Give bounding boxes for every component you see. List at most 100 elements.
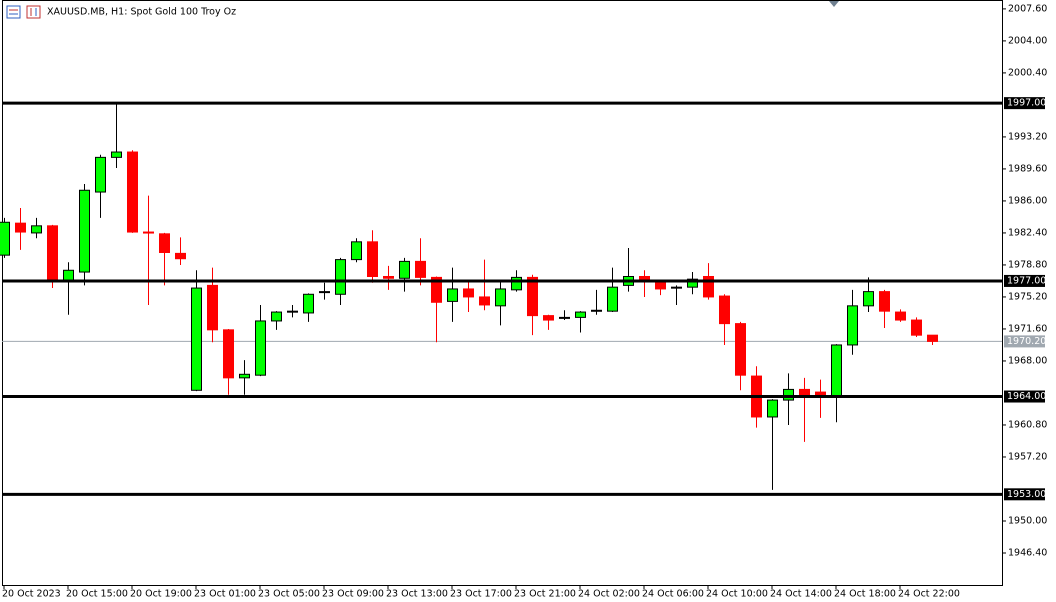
y-tick-label: 1946.40 bbox=[1008, 547, 1047, 558]
x-tick-label: 24 Oct 02:00 bbox=[578, 589, 640, 600]
candle-body-down bbox=[527, 276, 538, 317]
y-tick-label: 2004.00 bbox=[1008, 35, 1047, 46]
x-tick-label: 24 Oct 06:00 bbox=[642, 589, 704, 600]
candle-body-up bbox=[319, 291, 330, 294]
candle-body-up bbox=[783, 388, 794, 401]
x-tick-label: 23 Oct 05:00 bbox=[258, 589, 320, 600]
candle-body-up bbox=[303, 293, 314, 314]
candle-body-down bbox=[127, 151, 138, 233]
icon bbox=[26, 5, 41, 19]
x-tick-label: 23 Oct 21:00 bbox=[514, 589, 576, 600]
level-box bbox=[1004, 390, 1045, 403]
y-tick-label: 2007.60 bbox=[1008, 3, 1047, 14]
y-tick-label: 1993.20 bbox=[1008, 131, 1047, 142]
level-box bbox=[1004, 488, 1045, 501]
candle-body-up bbox=[63, 269, 74, 281]
candle-body-up bbox=[287, 310, 298, 313]
candle-body-up bbox=[79, 189, 90, 273]
level-box bbox=[1004, 97, 1045, 110]
candle-body-up bbox=[239, 373, 250, 379]
candle-body-down bbox=[463, 288, 474, 298]
candle-body-up bbox=[399, 260, 410, 279]
toolbar-icons bbox=[6, 5, 41, 19]
x-tick-label: 23 Oct 17:00 bbox=[450, 589, 512, 600]
y-tick-label: 1960.80 bbox=[1008, 419, 1047, 430]
x-tick-label: 20 Oct 2023 bbox=[2, 589, 61, 600]
x-tick-label: 24 Oct 10:00 bbox=[706, 589, 768, 600]
candle-body-up bbox=[447, 288, 458, 302]
level-label: 1964.00 bbox=[1007, 391, 1046, 402]
candle-body-up bbox=[335, 259, 346, 295]
candle-body-up bbox=[591, 309, 602, 312]
y-tick-label: 1957.20 bbox=[1008, 451, 1047, 462]
y-tick-label: 1982.40 bbox=[1008, 227, 1047, 238]
candle-body-down bbox=[879, 291, 890, 312]
candle-body-up bbox=[255, 320, 266, 376]
candle-body-up bbox=[495, 288, 506, 307]
x-tick-label: 23 Oct 01:00 bbox=[194, 589, 256, 600]
candle-body-up bbox=[575, 311, 586, 318]
x-tick-label: 23 Oct 09:00 bbox=[322, 589, 384, 600]
current-price-label: 1970.20 bbox=[1007, 336, 1046, 347]
candle-body-up bbox=[31, 225, 42, 234]
candle-body-down bbox=[47, 225, 58, 283]
candle-body-up bbox=[511, 276, 522, 291]
shift-marker bbox=[829, 1, 839, 7]
y-tick-label: 2000.40 bbox=[1008, 67, 1047, 78]
icon bbox=[6, 5, 21, 19]
level-label: 1953.00 bbox=[1007, 489, 1046, 500]
candle-body-up bbox=[191, 287, 202, 391]
candle-body-down bbox=[415, 260, 426, 278]
y-tick-label: 1968.00 bbox=[1008, 355, 1047, 366]
y-tick-label: 1986.00 bbox=[1008, 195, 1047, 206]
candle-body-down bbox=[207, 284, 218, 331]
candle-body-up bbox=[863, 291, 874, 307]
candle-body-down bbox=[15, 222, 26, 233]
x-tick-label: 24 Oct 22:00 bbox=[898, 589, 960, 600]
level-label: 1977.00 bbox=[1007, 275, 1046, 286]
candle-body-down bbox=[175, 252, 186, 260]
candle-body-up bbox=[687, 278, 698, 288]
y-tick-label: 1978.80 bbox=[1008, 259, 1047, 270]
candle-body-down bbox=[911, 319, 922, 336]
candle-body-up bbox=[95, 156, 106, 193]
candle-body-down bbox=[223, 329, 234, 379]
candle-body-down bbox=[735, 323, 746, 376]
candle-body-down bbox=[383, 275, 394, 279]
candle-body-down bbox=[479, 296, 490, 306]
x-tick-label: 20 Oct 19:00 bbox=[130, 589, 192, 600]
y-tick-label: 1971.60 bbox=[1008, 323, 1047, 334]
current-price-box bbox=[1004, 335, 1045, 348]
x-tick-label: 20 Oct 15:00 bbox=[66, 589, 128, 600]
candle-body-down bbox=[703, 275, 714, 298]
candle-body-up bbox=[111, 151, 122, 158]
y-tick-label: 1950.00 bbox=[1008, 515, 1047, 526]
candle-body-down bbox=[895, 311, 906, 321]
candle-body-up bbox=[0, 221, 10, 256]
chart-title: XAUUSD.MB, H1: Spot Gold 100 Troy Oz bbox=[47, 7, 236, 18]
candle-body-down bbox=[543, 315, 554, 321]
candle-body-up bbox=[351, 241, 362, 261]
candle-body-down bbox=[367, 241, 378, 277]
candle-body-down bbox=[655, 281, 666, 290]
candle-body-up bbox=[559, 316, 570, 319]
candle-body-down bbox=[143, 231, 154, 234]
candle-body-up bbox=[847, 305, 858, 346]
level-box bbox=[1004, 274, 1045, 287]
candle-body-up bbox=[831, 344, 842, 398]
x-tick-label: 23 Oct 13:00 bbox=[386, 589, 448, 600]
x-tick-label: 24 Oct 18:00 bbox=[834, 589, 896, 600]
candle-body-up bbox=[607, 286, 618, 312]
candle-body-down bbox=[431, 276, 442, 303]
candle-body-down bbox=[159, 233, 170, 253]
x-tick-label: 24 Oct 14:00 bbox=[770, 589, 832, 600]
y-tick-label: 1975.20 bbox=[1008, 291, 1047, 302]
candle-body-down bbox=[719, 295, 730, 325]
candle-body-up bbox=[671, 286, 682, 289]
candle-body-up bbox=[767, 399, 778, 418]
y-tick-label: 1989.60 bbox=[1008, 163, 1047, 174]
candle-body-up bbox=[271, 311, 282, 322]
level-label: 1997.00 bbox=[1007, 98, 1046, 109]
candle-body-down bbox=[927, 334, 938, 342]
